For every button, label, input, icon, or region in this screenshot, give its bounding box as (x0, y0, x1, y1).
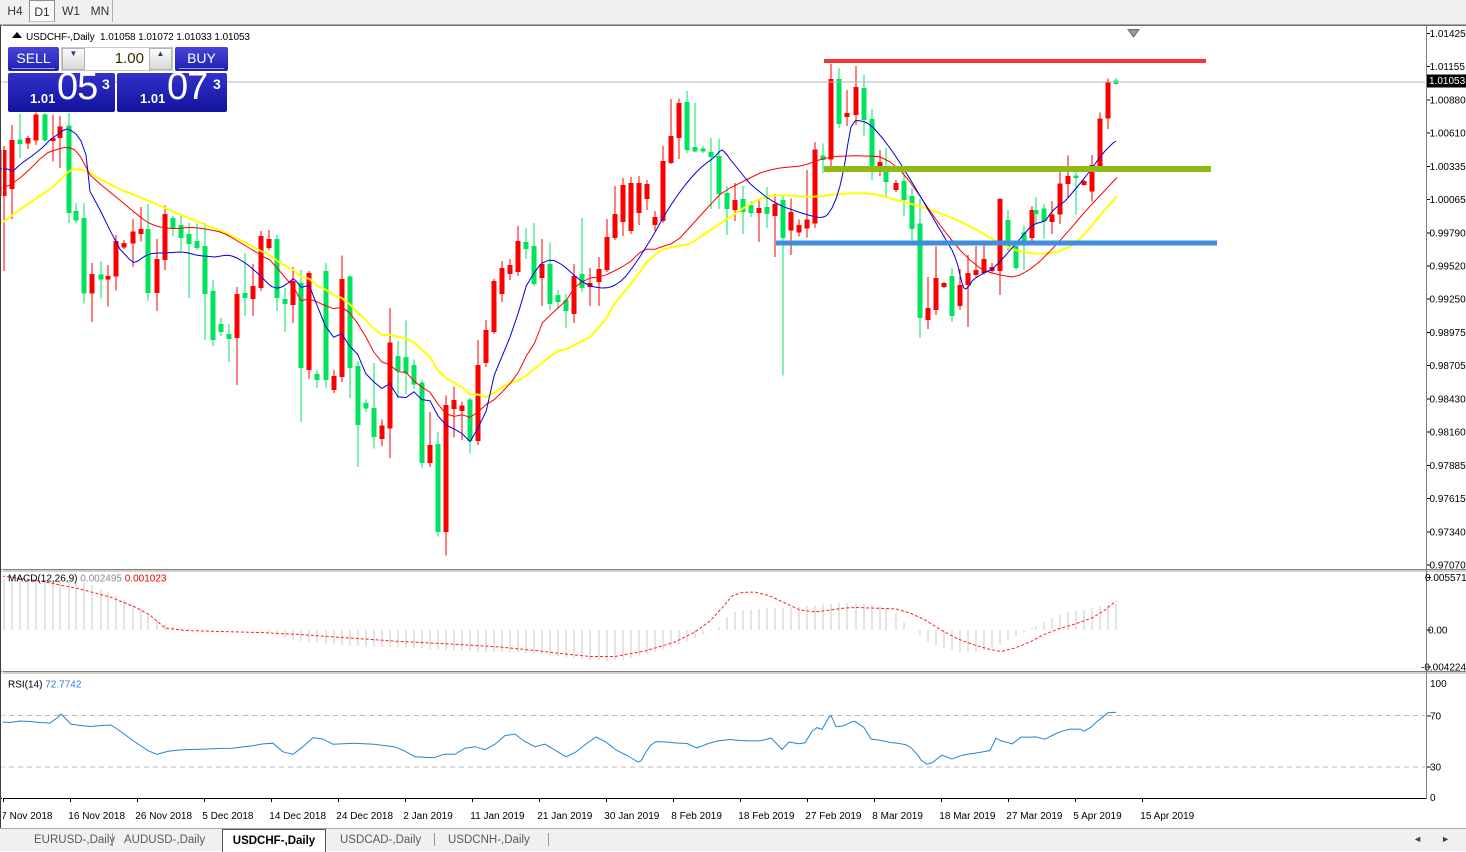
svg-text:5 Apr 2019: 5 Apr 2019 (1073, 811, 1122, 822)
svg-text:0.005571: 0.005571 (1425, 573, 1466, 584)
svg-text:1.00610: 1.00610 (1430, 129, 1466, 140)
svg-text:8 Feb 2019: 8 Feb 2019 (671, 811, 722, 822)
svg-text:1.01155: 1.01155 (1430, 62, 1466, 73)
svg-text:100: 100 (1430, 679, 1447, 690)
svg-text:USDCHF-,Daily 1.01058 1.01072: USDCHF-,Daily 1.01058 1.01072 1.01033 1.… (26, 32, 250, 43)
svg-text:0.97885: 0.97885 (1430, 461, 1466, 472)
svg-text:MACD(12,26,9) 0.002495 0.00102: MACD(12,26,9) 0.002495 0.001023 (8, 574, 167, 585)
svg-text:18 Mar 2019: 18 Mar 2019 (939, 811, 996, 822)
svg-text:8 Mar 2019: 8 Mar 2019 (872, 811, 923, 822)
svg-text:0.98160: 0.98160 (1430, 428, 1466, 439)
svg-text:1.00880: 1.00880 (1430, 96, 1466, 107)
svg-text:0.99250: 0.99250 (1430, 295, 1466, 306)
svg-text:0: 0 (1430, 793, 1436, 804)
svg-text:26 Nov 2018: 26 Nov 2018 (135, 811, 192, 822)
svg-text:27 Mar 2019: 27 Mar 2019 (1006, 811, 1063, 822)
svg-text:15 Apr 2019: 15 Apr 2019 (1140, 811, 1194, 822)
svg-text:24 Dec 2018: 24 Dec 2018 (336, 811, 393, 822)
svg-text:-0.004224: -0.004224 (1421, 663, 1466, 674)
svg-text:11 Jan 2019: 11 Jan 2019 (470, 811, 525, 822)
svg-text:30: 30 (1430, 763, 1442, 774)
svg-text:70: 70 (1430, 712, 1442, 723)
svg-text:0.98705: 0.98705 (1430, 361, 1466, 372)
svg-text:0.99790: 0.99790 (1430, 229, 1466, 240)
svg-text:0.99520: 0.99520 (1430, 262, 1466, 273)
svg-text:14 Dec 2018: 14 Dec 2018 (269, 811, 326, 822)
svg-text:0.97340: 0.97340 (1430, 528, 1466, 539)
svg-text:1.00065: 1.00065 (1430, 195, 1466, 206)
svg-text:16 Nov 2018: 16 Nov 2018 (68, 811, 125, 822)
svg-text:0.98975: 0.98975 (1430, 328, 1466, 339)
svg-text:27 Feb 2019: 27 Feb 2019 (805, 811, 862, 822)
svg-text:1.01425: 1.01425 (1430, 29, 1466, 40)
svg-text:RSI(14) 72.7742: RSI(14) 72.7742 (8, 680, 82, 691)
svg-text:1.01053: 1.01053 (1429, 76, 1466, 87)
svg-text:21 Jan 2019: 21 Jan 2019 (537, 811, 592, 822)
svg-text:0.98430: 0.98430 (1430, 395, 1466, 406)
svg-text:1.00335: 1.00335 (1430, 162, 1466, 173)
svg-text:0.00: 0.00 (1428, 626, 1448, 637)
svg-text:5 Dec 2018: 5 Dec 2018 (202, 811, 254, 822)
svg-text:18 Feb 2019: 18 Feb 2019 (738, 811, 795, 822)
svg-text:2 Jan 2019: 2 Jan 2019 (403, 811, 453, 822)
svg-text:0.97615: 0.97615 (1430, 494, 1466, 505)
svg-text:30 Jan 2019: 30 Jan 2019 (604, 811, 659, 822)
svg-text:0.97070: 0.97070 (1430, 561, 1466, 572)
svg-text:7 Nov 2018: 7 Nov 2018 (1, 811, 53, 822)
